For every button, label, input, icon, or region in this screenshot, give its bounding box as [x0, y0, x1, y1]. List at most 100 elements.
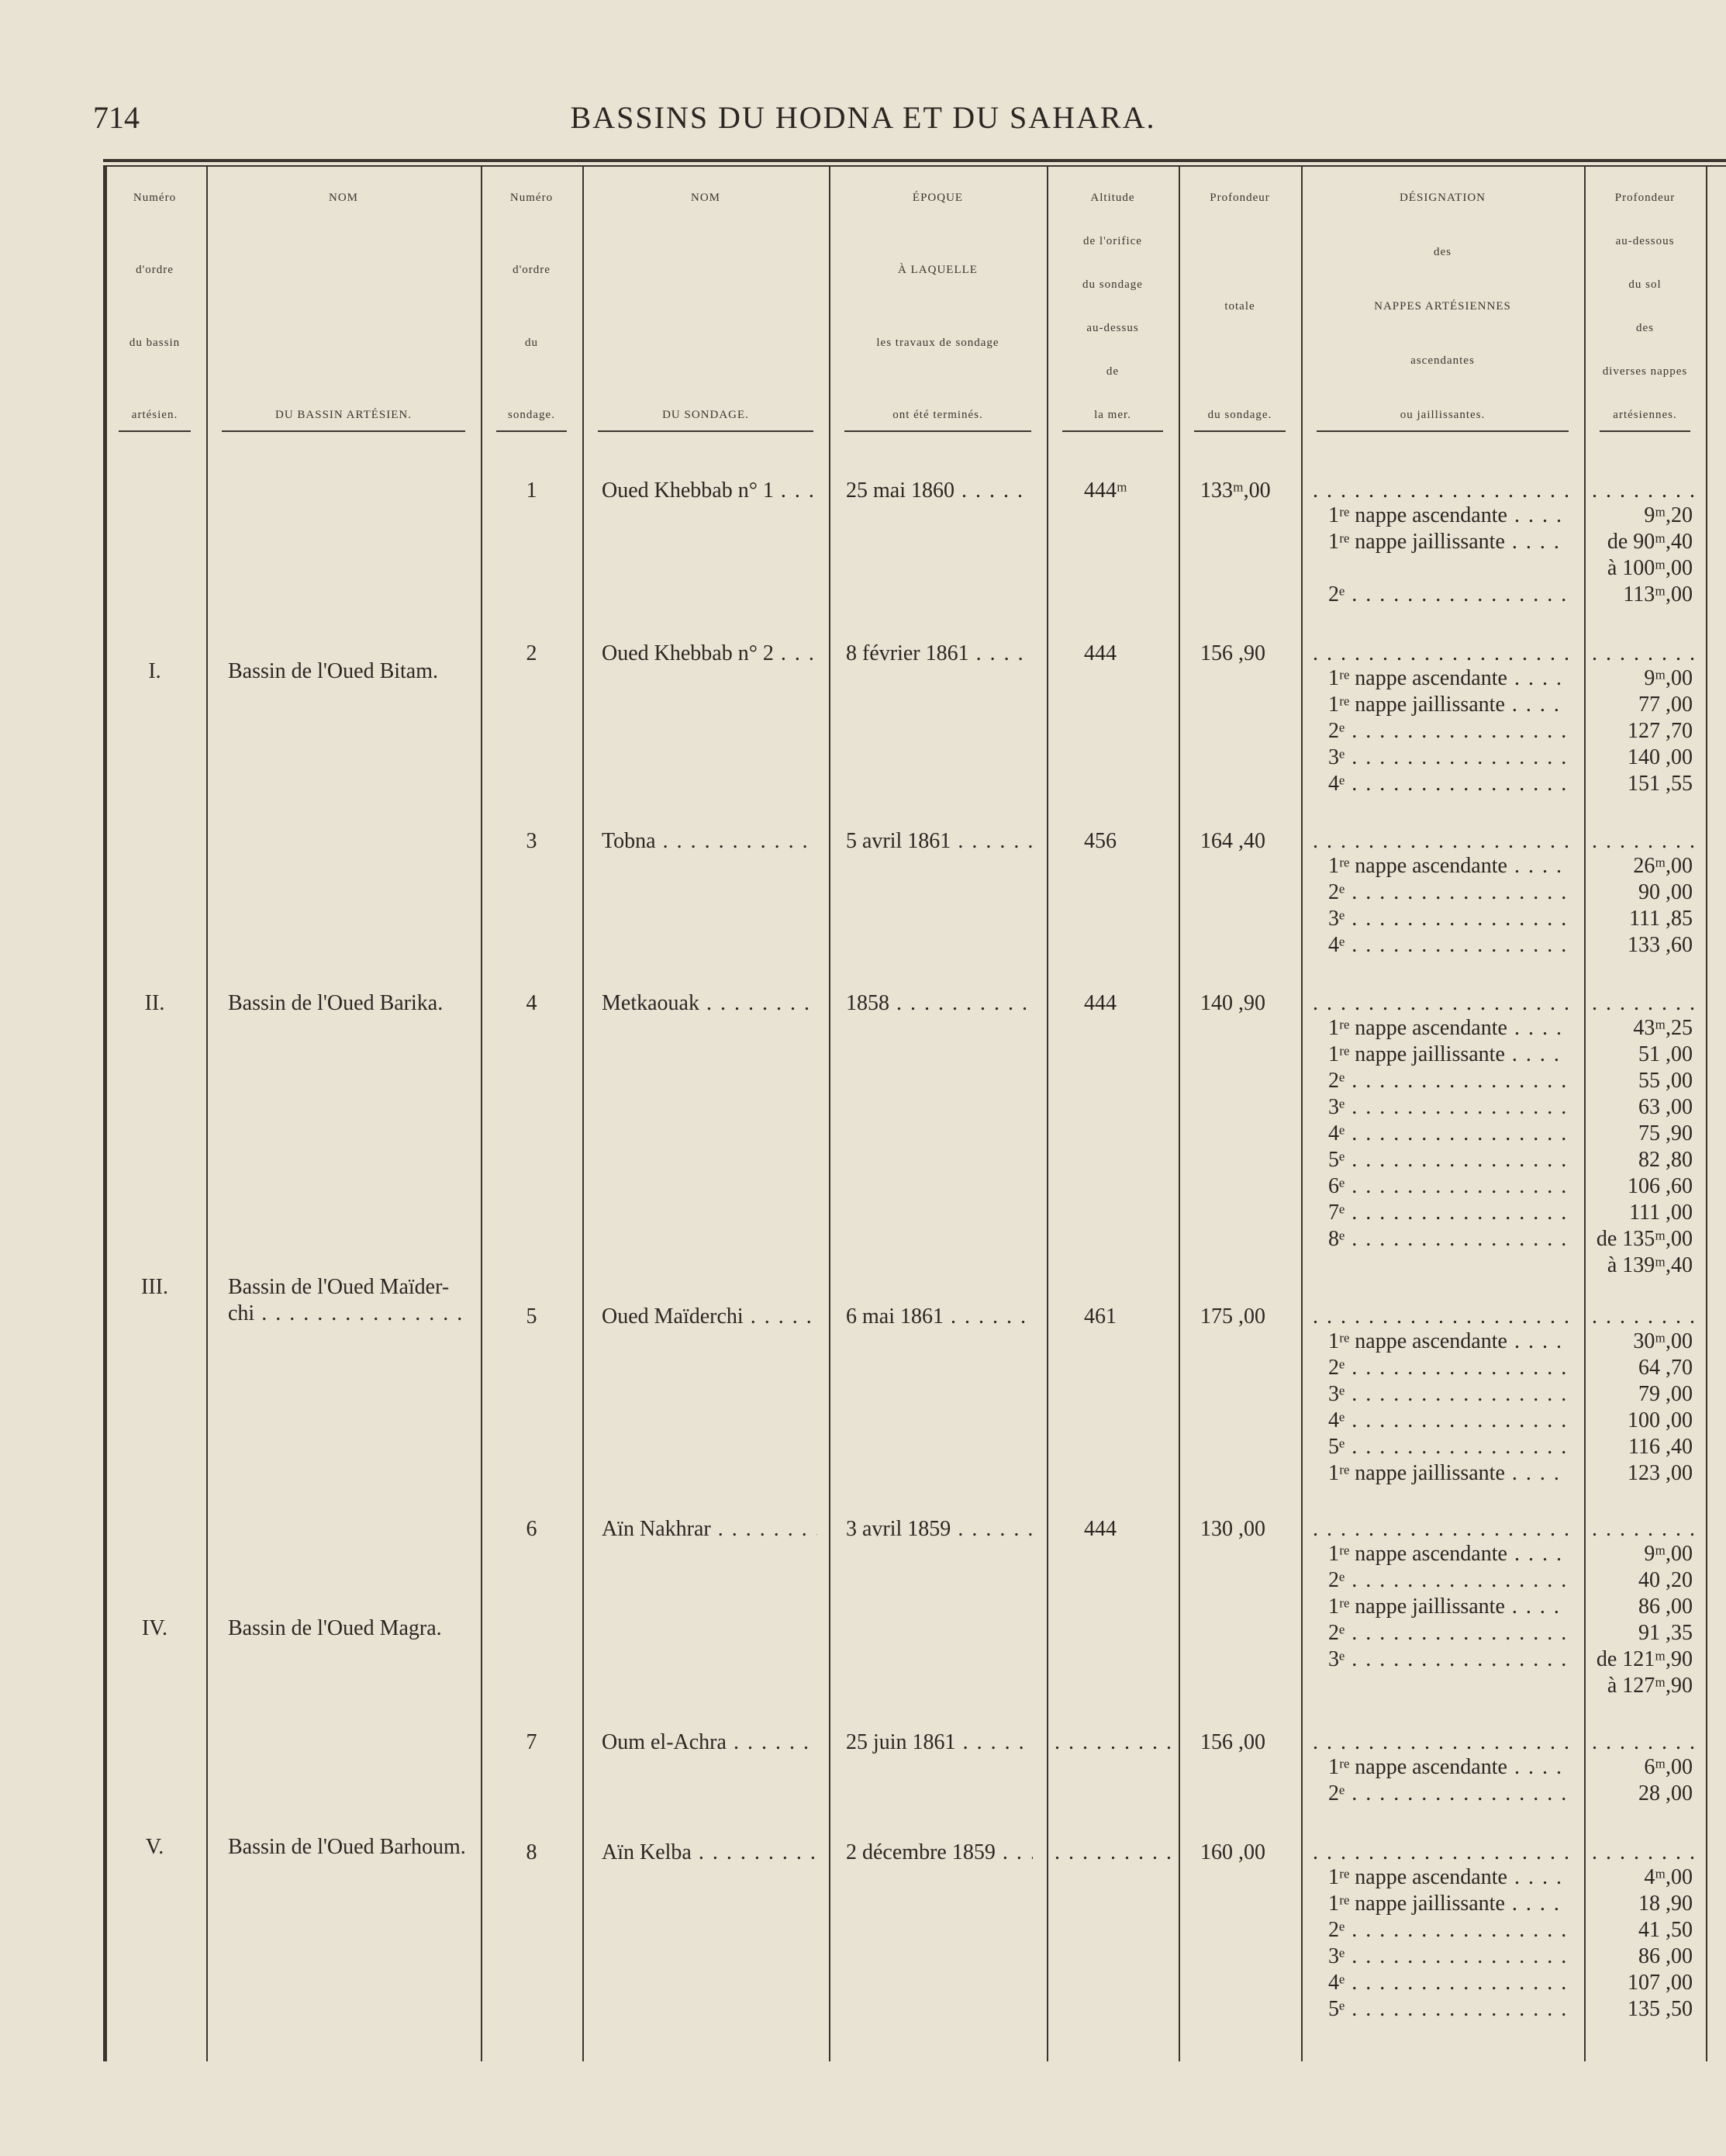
leader [1313, 641, 1569, 667]
leader [1592, 1840, 1698, 1866]
layer-depth: 51 ,00 [1638, 1042, 1693, 1066]
layer-designation: 1ʳᵉ nappe ascendante [1328, 665, 1569, 692]
column-header: artésiennes. [1613, 409, 1677, 421]
total-depth: 140 ,90 [1200, 991, 1265, 1015]
basin-name: Bassin de l'Oued Magra. [228, 1616, 442, 1640]
header-rule [1317, 430, 1569, 432]
altitude-blank [1055, 1840, 1171, 1866]
layer-designation: 2ᵉ [1328, 1068, 1569, 1094]
layer-designation: 1ʳᵉ nappe ascendante [1328, 1541, 1569, 1567]
column-rule [1706, 165, 1707, 2061]
layer-depth: 123 ,00 [1628, 1461, 1693, 1485]
layer-designation: 1ʳᵉ nappe ascendante [1328, 1754, 1569, 1781]
layer-depth: 64 ,70 [1638, 1356, 1693, 1380]
column-header: diverses nappes [1602, 365, 1688, 378]
column-header: Profondeur [1210, 192, 1270, 204]
layer-designation: 1ʳᵉ nappe jaillissante [1328, 1460, 1569, 1487]
layer-designation: 1ʳᵉ nappe ascendante [1328, 503, 1569, 529]
layer-designation: 1ʳᵉ nappe ascendante [1328, 1864, 1569, 1891]
well-name: Aïn Kelba [602, 1840, 817, 1866]
leader [1592, 1304, 1698, 1330]
column-header: d'ordre [513, 264, 551, 277]
layer-depth: 55 ,00 [1638, 1069, 1693, 1093]
leader [1313, 990, 1569, 1017]
layer-designation: 8ᵉ [1328, 1226, 1569, 1252]
well-date: 5 avril 1861 [846, 828, 1033, 855]
page-title: BASSINS DU HODNA ET DU SAHARA. [570, 100, 1156, 135]
layer-depth: 111 ,85 [1629, 907, 1693, 931]
column-header: au-dessus [1086, 322, 1139, 334]
leader [1313, 478, 1569, 504]
well-date: 25 mai 1860 [846, 478, 1033, 504]
column-header: du sol [1628, 278, 1662, 291]
basin-number: V. [145, 1835, 164, 1859]
rule [103, 159, 1726, 162]
well-number: 8 [526, 1840, 537, 1864]
layer-depth: 107 ,00 [1628, 1971, 1693, 1995]
layer-designation: 2ᵉ [1328, 718, 1569, 745]
well-number: 5 [526, 1304, 537, 1328]
basin-number: III. [141, 1275, 168, 1299]
layer-depth: 91 ,35 [1638, 1621, 1693, 1645]
well-name: Metkaouak [602, 990, 817, 1017]
column-header: totale [1224, 300, 1255, 313]
layer-depth: 86 ,00 [1638, 1595, 1693, 1619]
basin-name: Bassin de l'Oued Barika. [228, 991, 444, 1015]
column-header: artésien. [131, 409, 178, 421]
layer-depth: 82 ,80 [1638, 1148, 1693, 1172]
altitude: 444 [1084, 1517, 1117, 1541]
well-date: 25 juin 1861 [846, 1729, 1033, 1756]
altitude: 461 [1084, 1304, 1117, 1328]
column-header: la mer. [1094, 409, 1131, 421]
header-rule [1600, 430, 1690, 432]
well-date: 6 mai 1861 [846, 1304, 1033, 1330]
layer-depth: 26ᵐ,00 [1633, 854, 1693, 878]
column-header: des [1434, 246, 1452, 258]
well-name: Tobna [602, 828, 817, 855]
layer-designation: 1ʳᵉ nappe jaillissante [1328, 1891, 1569, 1917]
column-header: du bassin [129, 336, 181, 349]
well-name: Oued Maïderchi [602, 1304, 817, 1330]
layer-designation: 2ᵉ [1328, 1917, 1569, 1944]
column-header: d'ordre [136, 264, 174, 277]
total-depth: 130 ,00 [1200, 1517, 1265, 1541]
layer-depth: 63 ,00 [1638, 1095, 1693, 1119]
header-rule [1062, 430, 1163, 432]
layer-depth: à 139ᵐ,40 [1607, 1253, 1693, 1277]
column-header: Altitude [1090, 192, 1135, 204]
leader [1592, 641, 1698, 667]
altitude: 444ᵐ [1084, 479, 1127, 503]
layer-depth: 77 ,00 [1638, 693, 1693, 717]
total-depth: 156 ,90 [1200, 641, 1265, 665]
column-header: ou jaillissantes. [1400, 409, 1486, 421]
column-header: au-dessous [1615, 235, 1675, 247]
column-rule [1584, 165, 1586, 2061]
layer-depth: à 127ᵐ,90 [1607, 1674, 1693, 1698]
layer-designation: 2ᵉ [1328, 1620, 1569, 1646]
total-depth: 175 ,00 [1200, 1304, 1265, 1328]
well-name: Aïn Nakhrar [602, 1516, 817, 1543]
well-name: Oum el-Achra [602, 1729, 817, 1756]
leader [1592, 828, 1698, 855]
layer-designation: 2ᵉ [1328, 1355, 1569, 1381]
well-number: 6 [526, 1517, 537, 1541]
column-header: de [1106, 365, 1120, 378]
layer-designation: 2ᵉ [1328, 1781, 1569, 1807]
column-rule [582, 165, 584, 2061]
header-rule [844, 430, 1031, 432]
leader [1313, 1729, 1569, 1756]
layer-designation: 6ᵉ [1328, 1173, 1569, 1200]
header-rule [598, 430, 813, 432]
layer-designation: 4ᵉ [1328, 932, 1569, 959]
layer-depth: 151 ,55 [1628, 772, 1693, 796]
well-number: 1 [526, 479, 537, 503]
basin-name: chi [228, 1301, 471, 1327]
column-header: de l'orifice [1083, 235, 1142, 247]
layer-depth: 30ᵐ,00 [1633, 1329, 1693, 1353]
layer-depth: de 135ᵐ,00 [1596, 1227, 1693, 1251]
column-header: À LAQUELLE [898, 264, 978, 277]
column-rule [1179, 165, 1180, 2061]
column-header: sondage. [508, 409, 555, 421]
rule [103, 165, 1726, 167]
layer-designation: 2ᵉ [1328, 582, 1569, 608]
